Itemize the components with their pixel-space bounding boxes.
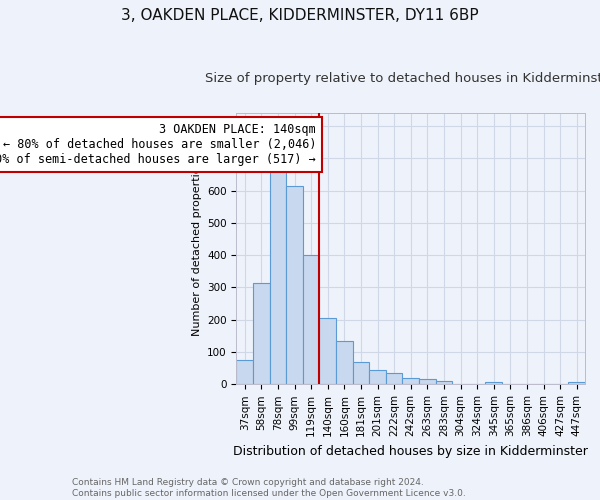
X-axis label: Distribution of detached houses by size in Kidderminster: Distribution of detached houses by size … — [233, 444, 588, 458]
Text: 3, OAKDEN PLACE, KIDDERMINSTER, DY11 6BP: 3, OAKDEN PLACE, KIDDERMINSTER, DY11 6BP — [121, 8, 479, 22]
Bar — [403, 378, 419, 384]
Bar — [336, 340, 353, 384]
Title: Size of property relative to detached houses in Kidderminster: Size of property relative to detached ho… — [205, 72, 600, 86]
Bar — [236, 360, 253, 384]
Bar — [303, 255, 319, 384]
Bar — [436, 381, 452, 384]
Bar — [568, 382, 585, 384]
Bar — [286, 186, 303, 384]
Bar — [369, 370, 386, 384]
Bar — [386, 373, 403, 384]
Bar — [269, 168, 286, 384]
Bar — [485, 382, 502, 384]
Text: Contains HM Land Registry data © Crown copyright and database right 2024.
Contai: Contains HM Land Registry data © Crown c… — [72, 478, 466, 498]
Bar — [353, 362, 369, 384]
Bar — [419, 380, 436, 384]
Bar — [253, 282, 269, 384]
Y-axis label: Number of detached properties: Number of detached properties — [191, 161, 202, 336]
Bar — [319, 318, 336, 384]
Text: 3 OAKDEN PLACE: 140sqm
← 80% of detached houses are smaller (2,046)
20% of semi-: 3 OAKDEN PLACE: 140sqm ← 80% of detached… — [0, 122, 316, 166]
